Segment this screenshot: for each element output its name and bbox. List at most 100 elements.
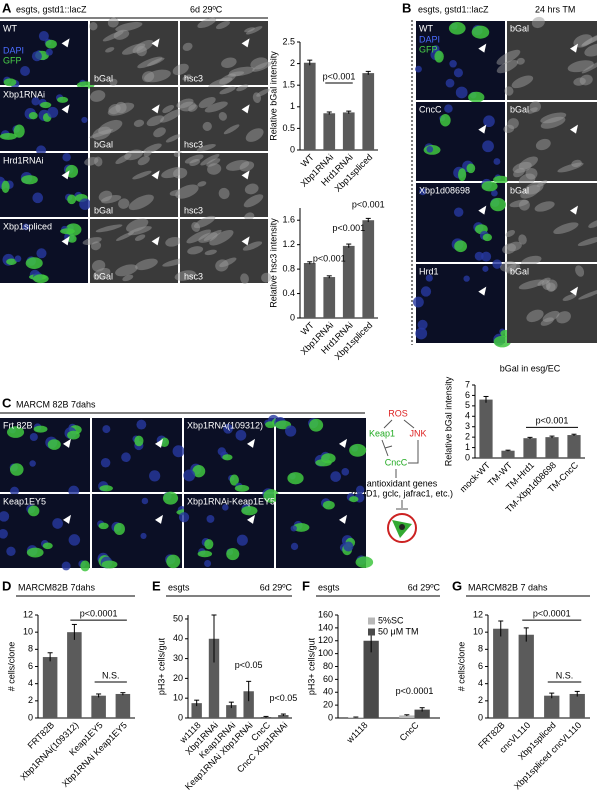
arrowhead [63,438,71,448]
micrograph [507,264,597,343]
y-tick-label: 100 [318,648,333,658]
arrowhead [570,43,578,53]
gfp-cell [33,425,48,433]
arrowhead [241,170,250,180]
gfp-cell [33,274,49,284]
arrowhead [151,170,160,180]
y-tick-label: 4 [465,411,470,421]
gfp-cell [493,175,509,184]
gfp-cell [197,550,213,558]
image-label: bGal [510,104,529,114]
panel-label: F [302,578,310,593]
gfp-cell [1,180,10,193]
cell [577,236,597,246]
cell [89,22,98,31]
cell [245,128,264,142]
cell [95,224,123,233]
cell [218,111,228,121]
nucleus [32,192,44,204]
nucleus [36,248,47,259]
cell [173,150,182,157]
nucleus [45,48,53,56]
gfp-cell [309,418,324,432]
y-tick-label: 4 [28,678,33,688]
gfp-cell [234,484,250,492]
nucleus [222,504,229,511]
cell [209,229,234,246]
legend-swatch [368,617,375,625]
cell [536,180,548,188]
gfp-cell [448,22,466,35]
nucleus [415,327,428,340]
gfp-cell [56,96,69,103]
x-tick-label: mock-WT [458,460,493,495]
arrowhead [570,124,578,134]
gfp-cell [321,453,336,464]
chart-title: MARCM82B 7 dahs [468,582,548,592]
image-label: WT [419,23,433,33]
cell [188,104,198,112]
cell [581,60,597,74]
gfp-cell [98,522,109,530]
image-label: GFP [419,44,438,54]
cell [503,124,515,134]
y-tick-label: 2 [465,432,470,442]
cell [128,194,154,211]
cell [184,154,204,164]
cell [534,201,555,212]
cell [187,246,204,255]
y-tick-label: 3 [465,421,470,431]
nucleus [455,86,468,99]
cell [197,17,217,29]
arrowhead [478,286,487,296]
cell [107,17,119,28]
nucleus [445,78,455,88]
bar [243,691,254,718]
annotation: p<0.0001 [533,609,571,619]
y-axis-label: # cells/clone [6,642,16,692]
image-label: Hrd1RNAi [3,155,44,165]
cell [93,267,111,280]
cell [115,264,138,277]
nucleus [10,486,19,496]
image-label: bGal [510,23,529,33]
arrowhead [241,38,250,48]
gfp-cell [222,454,233,461]
gfp-cell [0,133,17,140]
arrowhead [570,286,578,296]
cell [504,86,514,96]
y-tick-label: 7 [465,379,470,389]
legend-swatch [368,628,375,636]
image-label: Xbp1d08698 [419,185,470,195]
cell [118,198,130,209]
image-label: Xbp1RNAi [3,89,45,99]
nucleus [29,460,36,467]
y-tick-label: 160 [318,609,333,619]
chart-title: MARCM82B 7dahs [18,582,96,592]
y-axis-label: Relative bGal intensity [268,51,278,141]
cell [196,143,216,152]
y-tick-label: 0.5 [282,123,295,133]
cell [132,170,152,180]
arrowhead [61,236,70,246]
cell [135,258,158,271]
cell [516,57,525,65]
image-label: DAPI [419,34,440,44]
x-tick-label: CncC [398,720,421,743]
cell [84,157,99,166]
micrograph [0,153,88,217]
y-tick-label: 0.8 [282,263,295,273]
cell [227,71,245,77]
nucleus [343,541,354,552]
bar [414,709,430,718]
arrowhead [478,205,487,215]
nucleus [136,419,147,430]
cell [200,153,220,166]
gfp-cell [28,112,38,120]
cell [242,241,263,251]
nucleus [183,469,196,482]
cell [98,190,113,202]
legend-label: 5%SC [378,615,404,625]
image-label: WT [3,23,17,33]
